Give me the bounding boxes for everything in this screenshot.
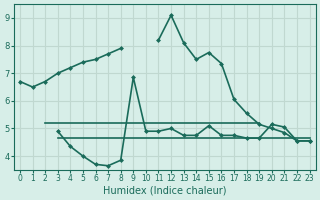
X-axis label: Humidex (Indice chaleur): Humidex (Indice chaleur) xyxy=(103,186,227,196)
